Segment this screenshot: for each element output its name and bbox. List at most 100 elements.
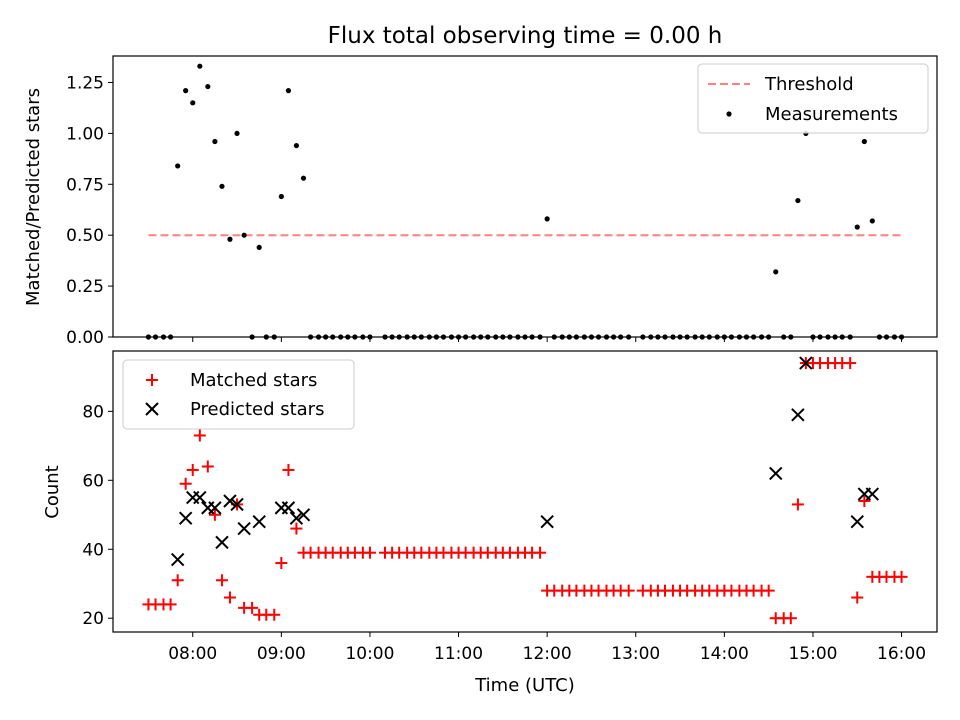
predicted-stars-point	[215, 535, 229, 550]
matched-stars-point	[791, 498, 804, 511]
top-legend: Threshold Measurements	[697, 63, 929, 134]
bottom-x-ticks: 08:00 09:00 10:00 11:00 12:00 13:00 14:00 15:00…	[168, 632, 926, 664]
measurement-point	[205, 83, 211, 90]
matched-stars-point	[208, 508, 221, 521]
threshold-legend-label: Threshold	[764, 74, 854, 95]
top-legend-box	[697, 63, 929, 134]
predicted-stars-legend-label: Predicted stars	[190, 399, 324, 420]
top-y-tick-label: 1.25	[66, 73, 104, 93]
predicted-stars-point	[540, 514, 554, 529]
measurement-point	[234, 130, 240, 136]
measurement-point	[183, 88, 189, 94]
matched-stars-point	[201, 460, 214, 473]
predicted-stars-point	[296, 508, 311, 522]
matched-stars-point	[363, 546, 376, 559]
measurement-point	[854, 224, 860, 230]
bottom-panel-frame	[112, 350, 938, 633]
predicted-stars-point	[865, 487, 880, 501]
bottom-y-tick-label: 80	[82, 402, 104, 422]
measurement-point	[795, 197, 801, 204]
measurement-point	[278, 193, 284, 200]
matched-stars-point	[246, 601, 259, 614]
measurement-point	[293, 142, 300, 149]
bottom-x-tick-label: 09:00	[257, 644, 306, 664]
measurement-point	[869, 218, 875, 224]
predicted-stars-legend-swatch	[145, 402, 159, 416]
bottom-x-tick-label: 10:00	[345, 644, 394, 664]
measurement-point	[544, 216, 550, 222]
matched-stars-point	[622, 584, 635, 597]
matched-stars-point	[164, 598, 177, 611]
matched-stars-point	[268, 608, 281, 621]
predicted-stars-point	[289, 511, 304, 525]
bottom-x-tick-label: 15:00	[788, 644, 837, 664]
bottom-x-tick-label: 13:00	[611, 644, 660, 664]
bottom-x-tick-label: 12:00	[523, 644, 572, 664]
predicted-stars-point	[252, 514, 266, 529]
measurement-point	[212, 138, 218, 145]
measurements-legend-label: Measurements	[765, 104, 898, 125]
matched-stars-point	[844, 357, 857, 370]
matched-stars-point	[186, 463, 199, 476]
measurement-point	[219, 183, 225, 189]
predicted-stars-point	[850, 514, 864, 529]
measurement-point	[256, 244, 262, 251]
measurement-point	[197, 63, 203, 69]
matched-stars-legend-swatch	[146, 374, 158, 386]
matched-stars-point	[858, 494, 871, 507]
bottom-x-tick-label: 11:00	[434, 644, 483, 664]
matched-stars-point	[223, 591, 236, 604]
top-panel-frame	[112, 55, 938, 338]
matched-stars-point	[784, 612, 797, 625]
top-x-ticks	[192, 337, 903, 342]
matched-stars-point	[290, 522, 303, 535]
top-panel: 0.00 0.25 0.50 0.75 1.00 1.25 Matched/Predict…	[23, 55, 938, 348]
measurement-point	[190, 100, 196, 106]
predicted-stars-point	[237, 521, 251, 536]
bottom-y-tick-label: 60	[82, 471, 104, 491]
matched-stars-point	[171, 574, 184, 587]
bottom-panel: 20 40 60 80 08:00 09:00 10:00 11:00 12:00 13:00 1…	[42, 350, 938, 696]
measurement-point	[241, 232, 247, 238]
bottom-x-tick-label: 16:00	[877, 644, 926, 664]
matched-stars-point	[851, 591, 864, 604]
predicted-stars-point	[170, 552, 185, 567]
bottom-y-ticks: 20 40 60 80	[82, 402, 113, 629]
predicted-stars-point	[791, 408, 805, 422]
figure-title: Flux total observing time = 0.00 h	[328, 23, 723, 49]
measurements-legend-swatch	[726, 111, 732, 117]
top-y-axis-label: Matched/Predicted stars	[23, 88, 44, 306]
measurement-point	[175, 163, 181, 169]
matched-stars-point	[895, 570, 908, 583]
top-y-tick-label: 0.25	[66, 277, 104, 297]
predicted-stars-point	[223, 494, 237, 508]
predicted-stars-point	[769, 466, 783, 481]
bottom-y-tick-label: 20	[82, 609, 104, 629]
matched-stars-point	[282, 463, 295, 476]
matched-stars-point	[215, 574, 228, 587]
top-y-tick-label: 0.75	[66, 175, 104, 195]
bottom-x-tick-label: 14:00	[700, 644, 749, 664]
matched-stars-point	[179, 477, 192, 490]
top-y-tick-label: 0.50	[66, 226, 104, 246]
bottom-x-tick-label: 08:00	[168, 644, 217, 664]
count-markers-layer	[142, 356, 908, 625]
matched-stars-point	[193, 429, 206, 442]
predicted-stars-point	[208, 501, 222, 515]
predicted-stars-point	[230, 497, 244, 512]
bottom-y-tick-label: 40	[82, 540, 104, 560]
measurement-point	[300, 175, 307, 181]
measurement-point	[861, 138, 867, 145]
predicted-stars-point	[281, 501, 296, 515]
bottom-legend: Matched stars Predicted stars	[122, 359, 355, 430]
predicted-stars-point	[178, 511, 193, 525]
measurement-point	[227, 236, 233, 242]
matched-stars-point	[762, 584, 775, 597]
measurement-point	[285, 88, 292, 94]
predicted-stars-point	[799, 356, 813, 370]
predicted-stars-point	[193, 490, 207, 505]
top-y-ticks: 0.00 0.25 0.50 0.75 1.00 1.25	[66, 73, 113, 348]
matched-stars-point	[534, 546, 547, 559]
top-y-tick-label: 0.00	[66, 328, 104, 348]
